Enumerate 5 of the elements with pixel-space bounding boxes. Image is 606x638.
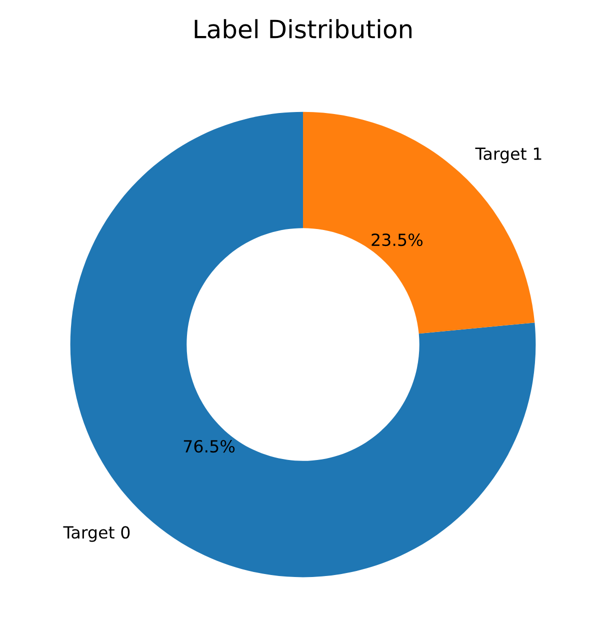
data-label: 76.5% — [184, 440, 235, 453]
chart-title: Label Distribution — [194, 19, 412, 38]
data-label: 23.5% — [372, 233, 423, 246]
slice-label: Target 1 — [475, 148, 542, 164]
slice-label: Target 0 — [63, 526, 130, 542]
